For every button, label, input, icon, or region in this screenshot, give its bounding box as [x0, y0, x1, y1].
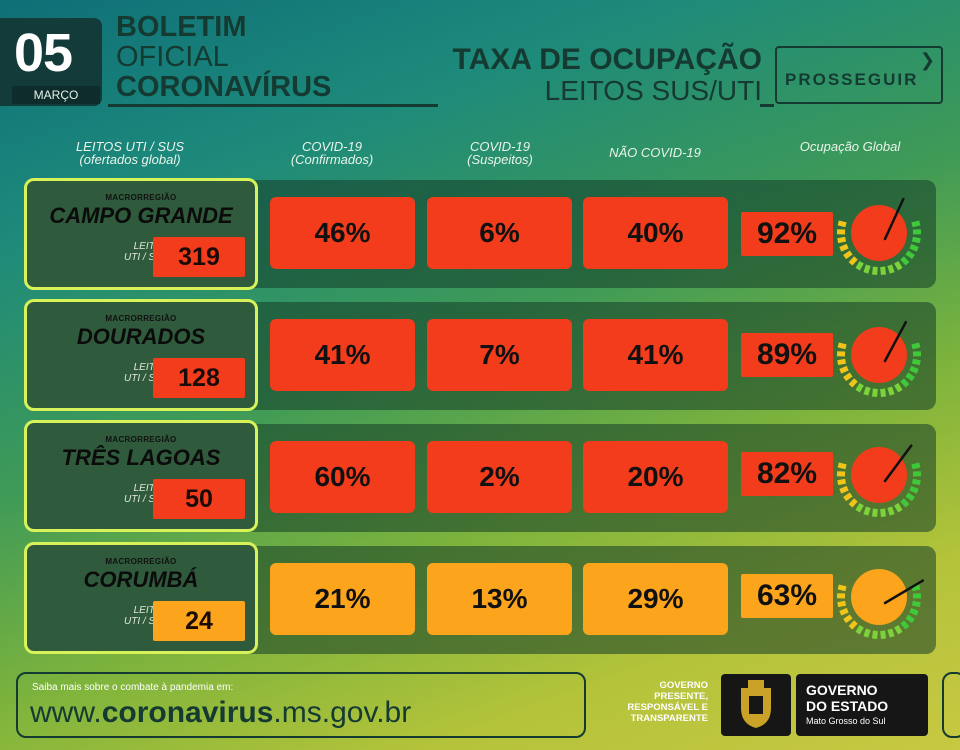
pct-nao-covid: 40% [583, 197, 728, 269]
region-label: MACRORREGIÃO [105, 314, 177, 323]
gauge-icon [836, 197, 922, 276]
gauge-icon [836, 320, 922, 398]
col-header-suspeitos: COVID-19 (Suspeitos) [430, 140, 570, 166]
col-header-suspeitos-line-1: COVID-19 [470, 139, 530, 154]
title-line-3: CORONAVÍRUS [116, 71, 332, 103]
date-badge: 05 MARÇO [0, 18, 102, 106]
region-label: MACRORREGIÃO [105, 557, 177, 566]
header-divider-right [760, 104, 774, 107]
bulletin-title: BOLETIM OFICIAL CORONAVÍRUS [116, 12, 331, 102]
col-header-confirmados-line-2: (Confirmados) [290, 152, 374, 167]
leitos-count: 50 [153, 479, 245, 519]
pct-global: 82% [741, 452, 833, 496]
prosseguir-logo: ❯ PROSSEGUIR [775, 46, 943, 104]
leitos-count: 128 [153, 358, 245, 398]
date-month: MARÇO [12, 86, 100, 104]
date-day: 05 [14, 23, 73, 83]
col-header-confirmados-line-1: COVID-19 [302, 139, 362, 154]
chevron-right-icon: ❯ [919, 50, 935, 70]
occupancy-title-line-2: LEITOS SUS/UTI [544, 75, 762, 106]
pct-confirmados: 46% [270, 197, 415, 269]
region-card-corumba: MACRORREGIÃO CORUMBÁ LEITOS UTI / SUS 24 [24, 542, 258, 654]
occupancy-title-line-1: TAXA DE OCUPAÇÃO [452, 43, 762, 76]
col-header-global: Ocupação Global [799, 139, 901, 154]
website-link[interactable]: www.coronavirus.ms.gov.br [30, 696, 412, 729]
prosseguir-logo-text: PROSSEGUIR [785, 70, 919, 89]
pct-nao-covid: 29% [583, 563, 728, 635]
col-header-nao-covid: NÃO COVID-19 [609, 145, 701, 160]
gauge-icon [836, 444, 922, 518]
pct-global: 92% [741, 212, 833, 256]
pct-suspeitos: 7% [427, 319, 572, 391]
region-name: CORUMBÁ [83, 567, 199, 592]
website-box: Saiba mais sobre o combate à pandemia em… [16, 672, 586, 738]
region-name: CAMPO GRANDE [49, 203, 233, 228]
leitos-label: LEITOS UTI / SUS [123, 241, 169, 263]
footer-edge-box [942, 672, 960, 738]
gauge-icon [836, 569, 924, 640]
col-header-leitos-line-1: LEITOS UTI / SUS [75, 139, 185, 154]
pct-suspeitos: 2% [427, 441, 572, 513]
pct-confirmados: 60% [270, 441, 415, 513]
region-card-tres-lagoas: MACRORREGIÃO TRÊS LAGOAS LEITOS UTI / SUS… [24, 420, 258, 532]
pct-nao-covid: 20% [583, 441, 728, 513]
region-name: TRÊS LAGOAS [61, 445, 221, 470]
pct-suspeitos: 6% [427, 197, 572, 269]
leitos-count: 24 [153, 601, 245, 641]
pct-confirmados: 41% [270, 319, 415, 391]
region-card-dourados: MACRORREGIÃO DOURADOS LEITOS UTI / SUS 12… [24, 299, 258, 411]
header-divider [108, 104, 438, 107]
occupancy-title: TAXA DE OCUPAÇÃO LEITOS SUS/UTI [440, 44, 762, 106]
col-header-suspeitos-line-2: (Suspeitos) [467, 152, 533, 167]
pct-global: 63% [741, 574, 833, 618]
leitos-label: LEITOS UTI / SUS [123, 362, 169, 384]
leitos-label: LEITOS UTI / SUS [123, 483, 169, 505]
title-line-1: BOLETIM [116, 11, 247, 43]
region-card-campo-grande: MACRORREGIÃO CAMPO GRANDE LEITOS UTI / SU… [24, 178, 258, 290]
region-name: DOURADOS [76, 324, 206, 349]
leitos-label: LEITOS UTI / SUS [123, 605, 169, 627]
col-header-leitos: LEITOS UTI / SUS (ofertados global) [40, 140, 220, 166]
state-crest-icon [721, 674, 791, 736]
pct-global: 89% [741, 333, 833, 377]
government-slogan: GOVERNO PRESENTE, RESPONSÁVEL E TRANSPAR… [627, 680, 708, 724]
col-header-leitos-line-2: (ofertados global) [79, 152, 181, 167]
col-header-confirmados: COVID-19 (Confirmados) [262, 140, 402, 166]
pct-suspeitos: 13% [427, 563, 572, 635]
state-government-logo: GOVERNO DO ESTADO Mato Grosso do Sul [796, 674, 928, 736]
pct-nao-covid: 41% [583, 319, 728, 391]
pct-confirmados: 21% [270, 563, 415, 635]
region-label: MACRORREGIÃO [105, 193, 177, 202]
website-caption: Saiba mais sobre o combate à pandemia em… [32, 682, 234, 693]
region-label: MACRORREGIÃO [105, 435, 177, 444]
leitos-count: 319 [153, 237, 245, 277]
title-line-2: OFICIAL [116, 41, 229, 73]
